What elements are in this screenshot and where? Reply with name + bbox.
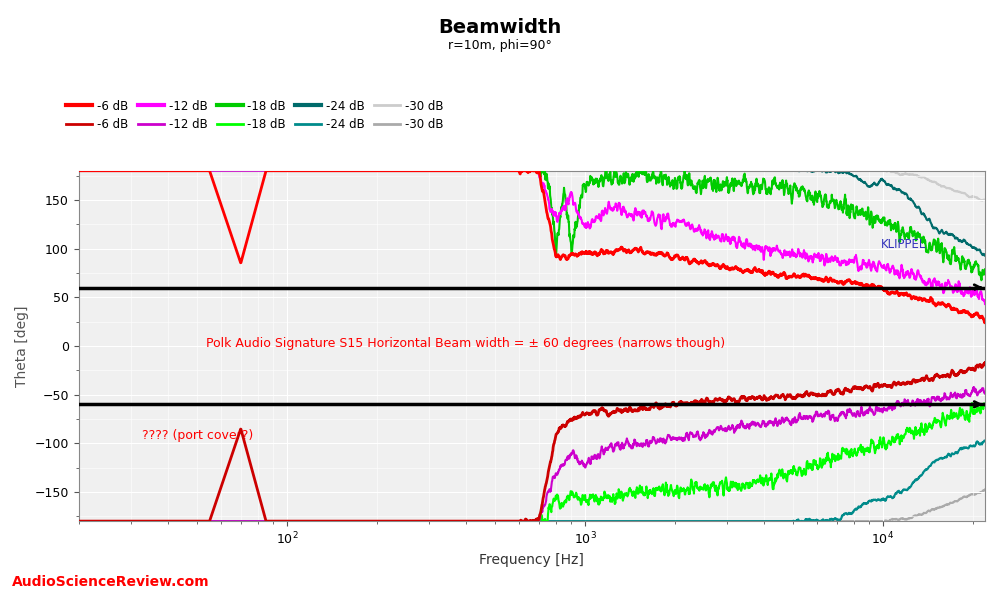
Legend: -6 dB, -6 dB, -12 dB, -12 dB, -18 dB, -18 dB, -24 dB, -24 dB, -30 dB, -30 dB: -6 dB, -6 dB, -12 dB, -12 dB, -18 dB, -1… [66,100,444,131]
Text: Polk Audio Signature S15 Horizontal Beam width = ± 60 degrees (narrows though): Polk Audio Signature S15 Horizontal Beam… [206,337,725,350]
Y-axis label: Theta [deg]: Theta [deg] [15,305,29,386]
Text: ???? (port cover?): ???? (port cover?) [142,429,253,442]
Text: r=10m, phi=90°: r=10m, phi=90° [448,39,552,52]
X-axis label: Frequency [Hz]: Frequency [Hz] [479,553,584,567]
Text: AudioScienceReview.com: AudioScienceReview.com [12,575,210,589]
Text: Beamwidth: Beamwidth [438,18,562,37]
Text: KLIPPEL: KLIPPEL [881,238,926,251]
